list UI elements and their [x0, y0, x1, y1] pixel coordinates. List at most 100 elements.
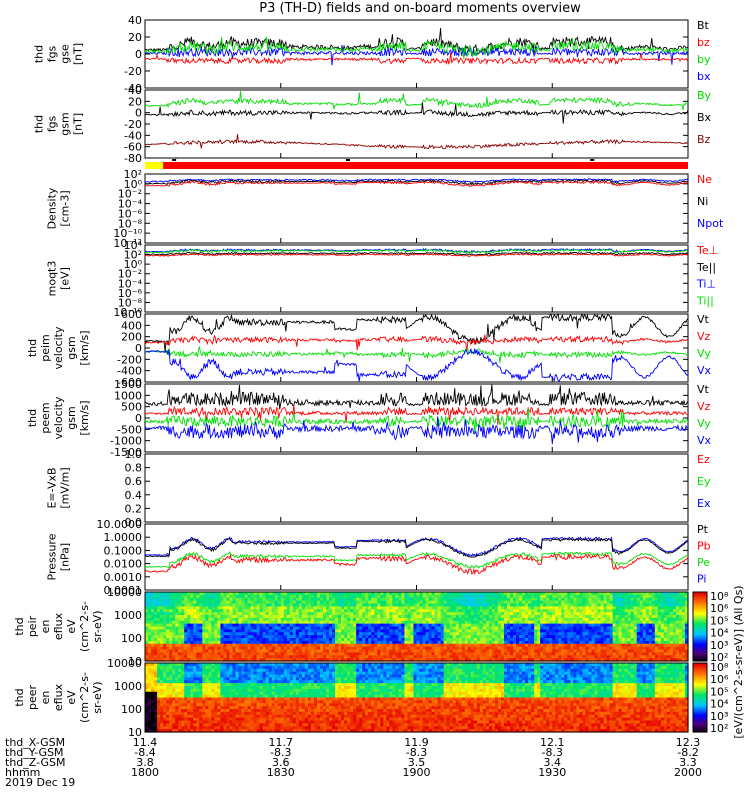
x-axis-value: 3.3 [679, 756, 697, 769]
pressure-legend-1: Pb [697, 540, 711, 553]
x-axis-value: 1800 [131, 766, 159, 779]
temperature-ylabel: moqt3 [46, 261, 59, 297]
pt-line [144, 537, 689, 558]
peem-velocity-ylabel: velocity [52, 396, 65, 439]
peim-velocity-ytick-label: 200 [121, 331, 142, 344]
density-legend-2: Npot [697, 217, 724, 230]
peer-spectrogram-colorbar-cell [693, 671, 707, 674]
peer-spectrogram-ylabel: (cm^2-s- [78, 672, 91, 723]
peer-spectrogram-ylabel: thd [13, 688, 26, 706]
peir-spectrogram-colorbar-tick: 10⁸ [710, 590, 729, 603]
fgs-gsm-ylabel: [nT] [72, 113, 85, 135]
peer-spectrogram-ytick-label: 100 [121, 703, 142, 716]
peem-velocity-legend-0: Vt [697, 383, 710, 396]
peim-velocity-legend-0: Vt [697, 313, 710, 326]
pressure-legend-2: Pe [697, 556, 710, 569]
peir-spectrogram-colorbar-cell [693, 648, 707, 652]
peer-spectrogram-ylabel: eV [65, 690, 78, 705]
peir-spectrogram-colorbar-cell [693, 617, 707, 621]
peir-spectrogram-colorbar-cell [693, 612, 707, 616]
fgs-gsm-ytick-label: 0 [135, 107, 142, 120]
peir-spectrogram-colorbar-cell [693, 626, 707, 629]
fgs-gse-legend-0: Bt [697, 19, 710, 32]
x-axis-value: 3.5 [407, 756, 426, 769]
x-axis-value: 12.3 [675, 736, 701, 749]
vx-peem-line [144, 416, 689, 445]
peer-spectrogram-colorbar-cell [693, 711, 707, 714]
peir-spectrogram-colorbar-frame [692, 591, 708, 662]
peer-spectrogram-colorbar-cell [693, 709, 707, 712]
fgs-gsm-ytick-label: -60 [124, 141, 142, 154]
x-axis-value: 2000 [674, 766, 702, 779]
density-ytick-label: 10⁰ [124, 178, 143, 191]
temperature-legend-1: Te|| [696, 261, 716, 274]
peem-velocity-ytick-label: 0 [135, 412, 142, 425]
pb-line [144, 553, 689, 576]
peir-spectrogram-colorbar-cell [693, 616, 707, 619]
peir-spectrogram-ylabel: eflux [52, 612, 65, 640]
ne-line [144, 180, 689, 187]
peir-spectrogram-ytick-label: 10 [128, 655, 142, 668]
density-ytick-label: 10⁻¹⁰ [113, 227, 142, 240]
bt-line [144, 27, 689, 55]
peem-velocity-legend-2: Vy [697, 417, 711, 430]
temperature-ytick-label: 10⁰ [124, 258, 143, 271]
fgs-gse-ylabel: [nT] [72, 43, 85, 65]
status-bar-segment-0 [145, 162, 164, 169]
peir-spectrogram-colorbar-cell [693, 604, 707, 607]
x-axis-row-label: thd_Y-GSM [5, 746, 64, 759]
peir-spectrogram-colorbar-cell [693, 621, 707, 624]
temperature-ytick-label: 10² [124, 249, 142, 262]
peer-spectrogram-colorbar-cell [693, 700, 707, 704]
fgs-gse-ytick-label: 40 [128, 14, 142, 27]
density-ylabel: Density [46, 187, 59, 229]
peer-spectrogram-colorbar-cell [693, 688, 707, 692]
peir-spectrogram-colorbar-cell [693, 609, 707, 612]
peir-spectrogram-colorbar-tick: 10³ [710, 639, 728, 652]
x-axis-row-label: thd_Z-GSM [5, 756, 66, 769]
pressure-ylabel: Pressure [46, 533, 59, 580]
peir-spectrogram-colorbar-cell [693, 633, 707, 636]
peir-spectrogram-colorbar-cell [693, 659, 707, 662]
peem-velocity-ytick-label: -1000 [110, 435, 142, 448]
vy-peim-line [145, 346, 689, 364]
x-axis-value: 1930 [538, 766, 567, 779]
peir-spectrogram-colorbar-cell [693, 597, 707, 600]
peer-spectrogram-colorbar-cell [693, 687, 707, 690]
efield-legend-0: Ez [697, 453, 710, 466]
vt-peim-line [144, 313, 689, 352]
fgs-gse-ytick-label: 20 [128, 31, 142, 44]
peim-velocity-ytick-label: 600 [121, 308, 142, 321]
density-ytick-label: 10⁻² [118, 188, 142, 201]
temperature-legend-2: Ti⊥ [696, 278, 716, 291]
peir-spectrogram-colorbar-cell [693, 595, 707, 598]
peim-velocity-ytick-label: -600 [117, 376, 142, 389]
peer-spectrogram-colorbar-cell [693, 695, 707, 699]
peer-spectrogram-cells [145, 663, 689, 733]
temperature-ytick-label: 10⁴ [124, 239, 143, 252]
density-ytick-label: 10⁻¹² [113, 237, 142, 250]
peer-spectrogram-colorbar-cell [693, 725, 707, 728]
peer-spectrogram-colorbar-tick: 10⁶ [710, 673, 729, 686]
fgs-gse-ytick-label: -40 [124, 82, 142, 95]
fgs-gsm-legend-2: Bz [697, 133, 711, 146]
fgs-gse-ytick-label: 0 [135, 48, 142, 61]
peer-spectrogram-colorbar-cell [693, 721, 707, 724]
peim-velocity-ylabel: [km/s] [78, 330, 91, 365]
peer-spectrogram-colorbar-cell [693, 719, 707, 723]
pressure-ytick-label: 0.0001 [104, 584, 143, 597]
fgs-gsm-ylabel: gsm [59, 112, 72, 135]
peer-spectrogram-colorbar-frame [692, 662, 708, 733]
density-ylabel: [cm-3] [59, 190, 72, 226]
peim-velocity-ytick-label: 400 [121, 319, 142, 332]
density-legend-1: Ni [697, 195, 708, 208]
fgs-gsm-ylabel: thd [33, 115, 46, 133]
fgs-gsm-ytick-label: -80 [124, 152, 142, 165]
density-ytick-label: 10⁻⁴ [118, 198, 143, 211]
peim-velocity-ytick-label: -400 [117, 365, 142, 378]
peer-spectrogram-colorbar-cell [693, 706, 707, 709]
peer-spectrogram-colorbar-tick: 10⁸ [710, 661, 729, 674]
peer-spectrogram-ytick-label: 1000 [114, 680, 142, 693]
gap-mark-1 [345, 159, 350, 161]
